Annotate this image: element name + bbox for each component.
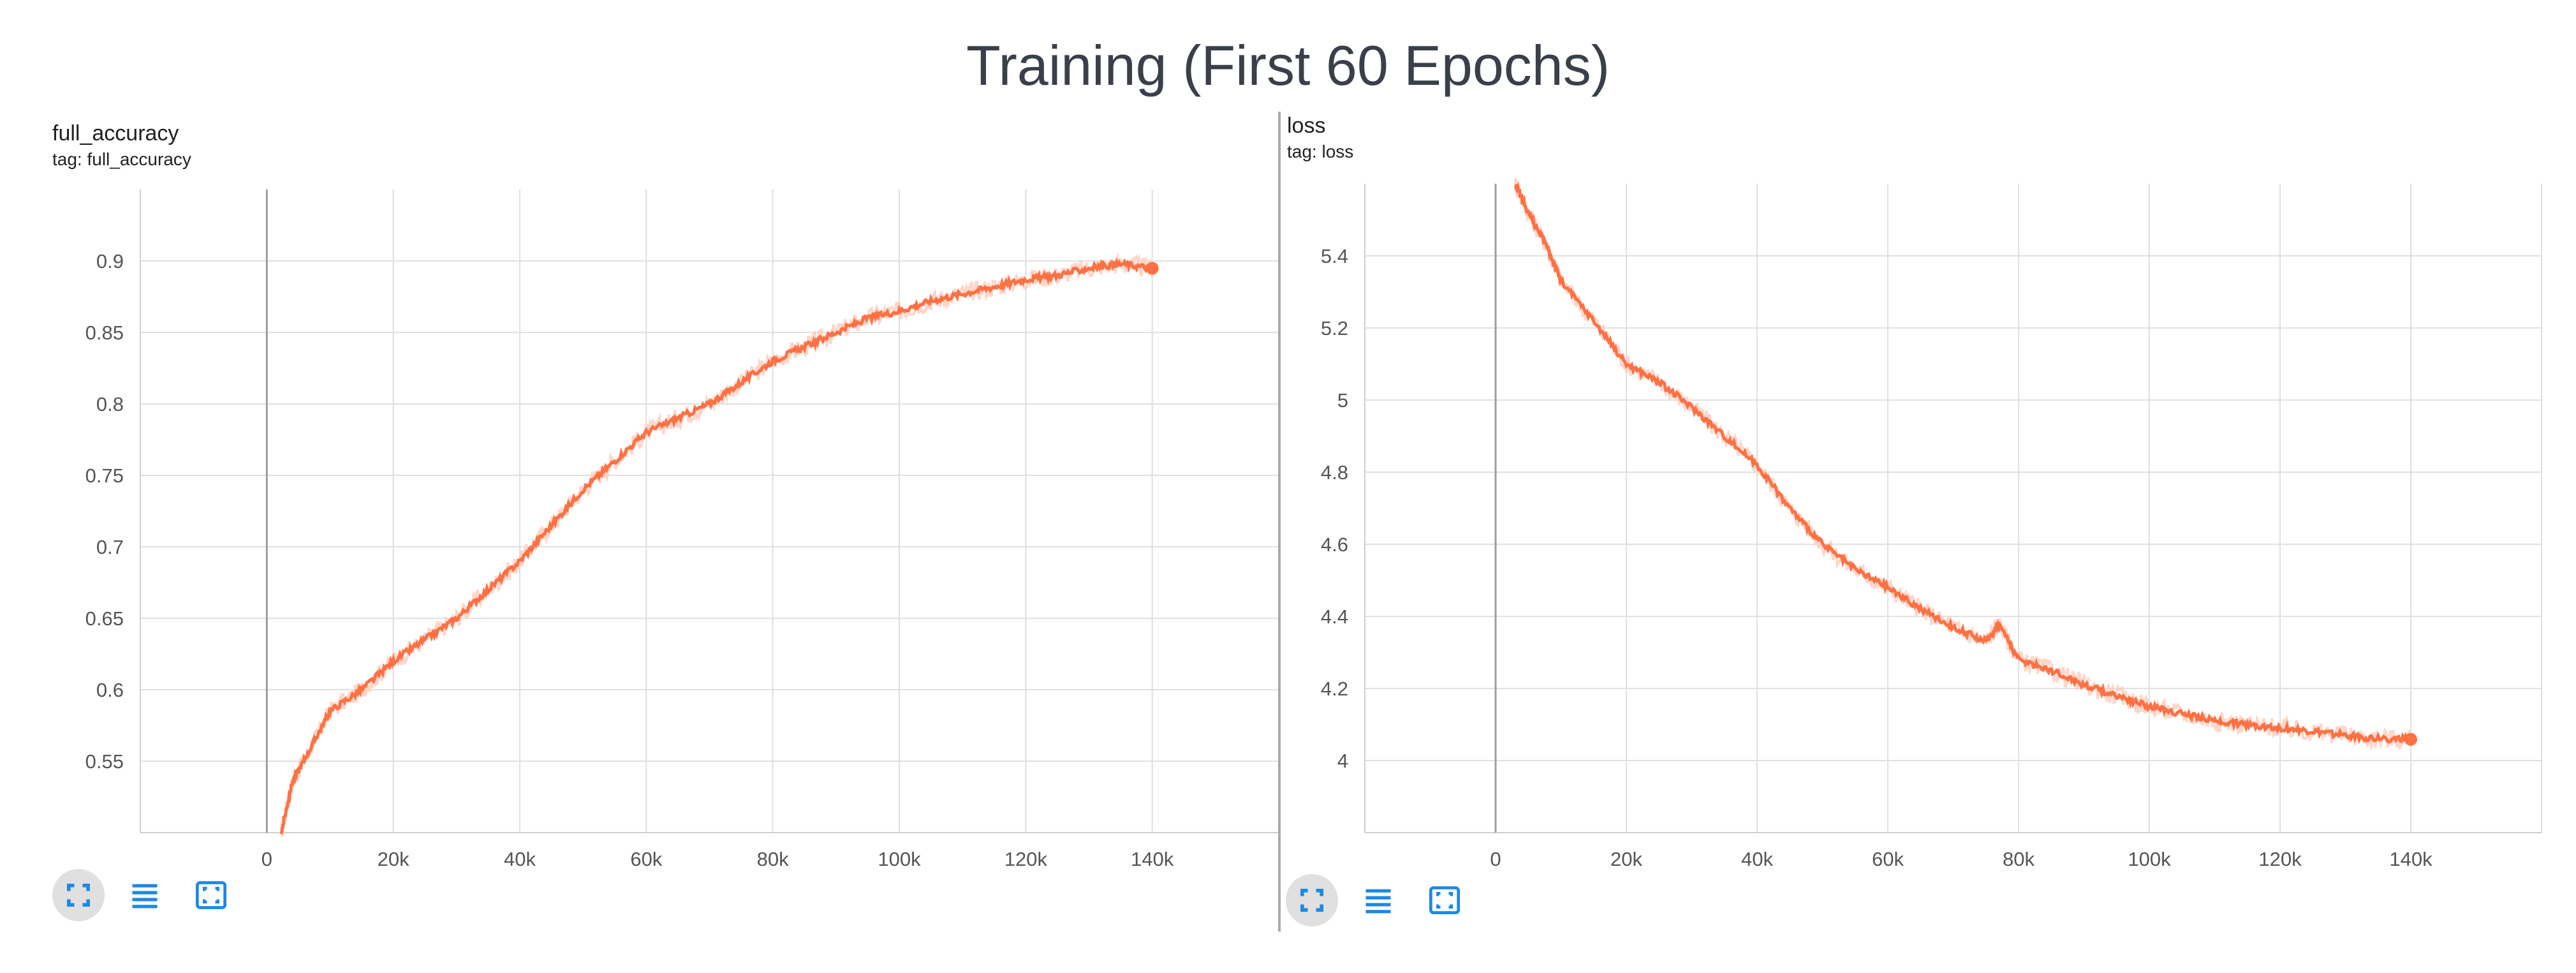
fit-domain-button[interactable] (185, 869, 237, 921)
y-tick-label: 0.55 (85, 750, 124, 773)
series-endpoint (2404, 732, 2417, 746)
chart-tag: tag: loss (1287, 142, 1354, 161)
fit-domain-icon (195, 881, 227, 909)
y-tick-label: 0.75 (85, 464, 124, 487)
y-tick-label: 0.9 (96, 250, 124, 272)
y-tick-label: 4.8 (1321, 461, 1348, 484)
y-tick-label: 5.2 (1321, 317, 1348, 339)
x-tick-label: 20k (378, 848, 409, 870)
chart-title: full_accuracy (52, 121, 179, 145)
y-tick-label: 5 (1337, 389, 1348, 412)
chart-toolbar (52, 869, 237, 921)
x-tick-label: 20k (1610, 848, 1642, 870)
chart-toolbar (1286, 874, 1471, 926)
page-title: Training (First 60 Epochs) (966, 34, 1610, 97)
x-tick-label: 0 (1490, 848, 1501, 870)
series-line (279, 257, 1153, 835)
x-tick-label: 100k (2128, 848, 2171, 870)
series-line (1514, 181, 2413, 745)
y-tick-label: 0.6 (96, 679, 124, 701)
fullscreen-button[interactable] (1286, 874, 1338, 926)
y-tick-label: 4.6 (1321, 533, 1348, 556)
chart-title: loss (1287, 114, 1326, 138)
list-button[interactable] (119, 869, 171, 921)
x-tick-label: 40k (1741, 848, 1773, 870)
x-tick-label: 40k (504, 848, 536, 870)
chart-tag: tag: full_accuracy (52, 149, 191, 169)
x-tick-label: 80k (757, 848, 789, 870)
x-tick-label: 120k (2258, 848, 2302, 870)
y-tick-label: 4.2 (1321, 678, 1348, 700)
x-tick-label: 140k (1131, 848, 1174, 870)
y-tick-label: 0.65 (85, 607, 124, 630)
fullscreen-icon (1300, 889, 1323, 912)
list-icon (1365, 889, 1391, 914)
x-tick-label: 60k (1872, 848, 1904, 870)
fullscreen-button[interactable] (52, 869, 105, 921)
y-tick-label: 4.4 (1321, 605, 1348, 628)
y-tick-label: 0.8 (96, 393, 124, 415)
x-tick-label: 100k (878, 848, 921, 870)
series-endpoint (1145, 262, 1159, 275)
y-tick-label: 4 (1337, 750, 1348, 772)
x-tick-label: 120k (1005, 848, 1048, 870)
x-tick-label: 80k (2003, 848, 2035, 870)
x-tick-label: 0 (261, 848, 272, 870)
y-tick-label: 5.4 (1321, 245, 1348, 267)
fit-domain-button[interactable] (1418, 874, 1471, 926)
y-tick-label: 0.7 (96, 536, 124, 558)
series-raw-line (1513, 178, 2412, 752)
panel-divider (1278, 112, 1281, 932)
list-button[interactable] (1352, 874, 1404, 926)
list-icon (132, 884, 158, 909)
x-tick-label: 60k (630, 848, 662, 870)
x-tick-label: 140k (2389, 848, 2432, 870)
fullscreen-icon (67, 884, 90, 907)
fit-domain-icon (1429, 886, 1461, 914)
y-tick-label: 0.85 (85, 322, 124, 344)
series-raw-line (280, 252, 1154, 837)
